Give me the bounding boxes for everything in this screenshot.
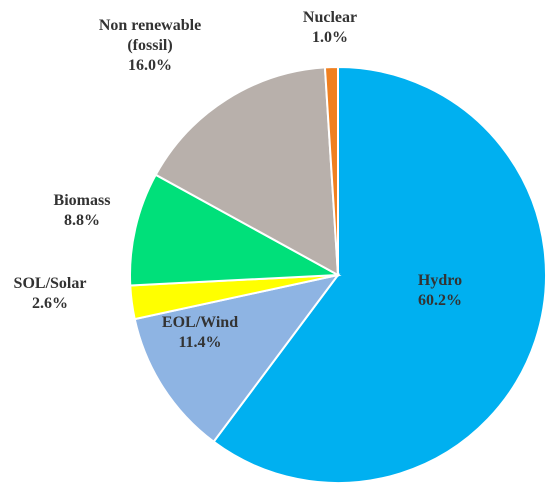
slice-value-sol-solar: 2.6%: [32, 295, 68, 312]
slice-label-eol-wind: EOL/Wind 11.4%: [162, 314, 238, 351]
slice-name-biomass: Biomass: [54, 192, 111, 209]
pie-slice-hydro: [212, 65, 547, 484]
labels-layer: Hydro 60.2% EOL/Wind 11.4% SOL/Solar 2.6% Biom…: [14, 9, 463, 351]
slice-name-sol-solar: SOL/Solar: [14, 275, 87, 292]
slice-value-non-renewable-fossil: 16.0%: [128, 57, 172, 74]
pie-slice-non-renewable-fossil: [154, 66, 340, 277]
slice-label-biomass: Biomass 8.8%: [54, 192, 111, 229]
pie-slice-eol-wind: [133, 273, 341, 444]
slice-label-hydro: Hydro 60.2%: [418, 272, 462, 309]
pie-slice-biomass: [129, 173, 342, 287]
slice-label-sol-solar: SOL/Solar 2.6%: [14, 275, 87, 312]
slice-name-nuclear: Nuclear: [303, 9, 357, 26]
slice-value-biomass: 8.8%: [64, 212, 100, 229]
slice-value-hydro: 60.2%: [418, 292, 462, 309]
pie-slice-nuclear: [323, 65, 339, 276]
slice-name-hydro: Hydro: [418, 272, 462, 289]
slice-label-nuclear: Nuclear 1.0%: [303, 9, 357, 46]
slice-name-eol-wind: EOL/Wind: [162, 314, 238, 331]
slices-layer: [129, 65, 547, 484]
slice-value-nuclear: 1.0%: [312, 29, 348, 46]
slice-value-eol-wind: 11.4%: [178, 334, 221, 351]
slice-name-non-renewable-fossil: (fossil): [127, 37, 172, 54]
slice-label-non-renewable-fossil: Non renewable (fossil) 16.0%: [99, 17, 201, 74]
slice-name-non-renewable-fossil: Non renewable: [99, 17, 201, 34]
